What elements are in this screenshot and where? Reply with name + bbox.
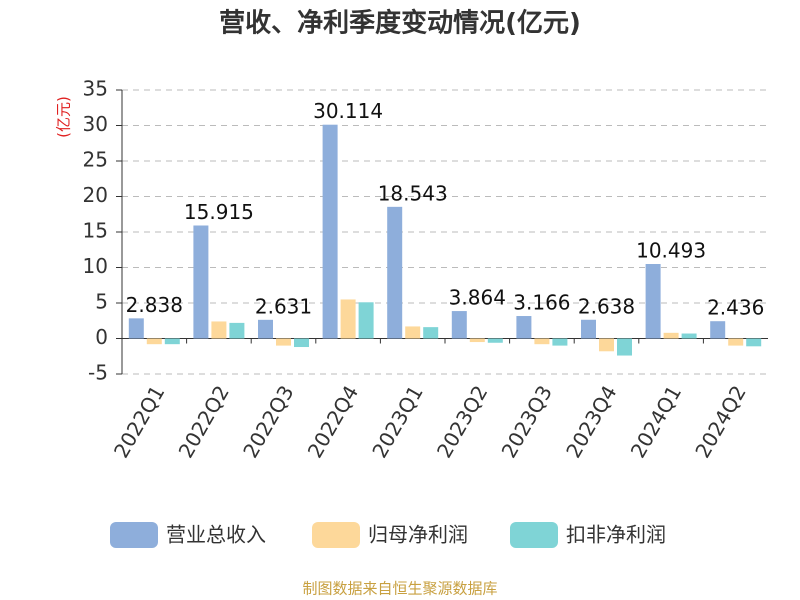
- x-tick-label: 2022Q3: [238, 381, 298, 462]
- data-label: 3.166: [513, 291, 570, 315]
- bar: [581, 319, 596, 339]
- bar: [146, 338, 162, 345]
- bar: [294, 338, 309, 348]
- bar: [645, 263, 661, 339]
- x-tick-label: 2023Q4: [561, 381, 621, 462]
- x-tick-label: 2022Q1: [109, 381, 169, 462]
- data-label: 10.493: [636, 238, 706, 262]
- data-label: 15.915: [184, 200, 254, 224]
- bar: [663, 332, 679, 339]
- bar: [681, 333, 697, 339]
- y-tick-label: 10: [83, 254, 108, 278]
- bar: [451, 311, 467, 339]
- bar: [710, 321, 726, 339]
- bar: [340, 299, 356, 339]
- data-label: 18.543: [378, 181, 448, 205]
- bar: [552, 338, 568, 346]
- y-tick-label: -5: [88, 361, 108, 385]
- x-tick-label: 2022Q2: [174, 381, 234, 462]
- bar: [423, 327, 439, 339]
- legend-label: 营业总收入: [166, 523, 266, 547]
- bar: [487, 338, 503, 343]
- y-tick-label: 20: [83, 183, 108, 207]
- bar: [164, 338, 180, 345]
- x-tick-label: 2023Q3: [497, 381, 557, 462]
- bar: [128, 318, 144, 339]
- data-label: 30.114: [313, 99, 383, 123]
- legend-swatch: [510, 522, 558, 548]
- legend-label: 扣非净利润: [566, 523, 666, 547]
- bar: [211, 321, 227, 339]
- bar: [599, 338, 614, 352]
- bar: [229, 322, 245, 339]
- data-label: 2.838: [126, 293, 183, 317]
- bar: [469, 338, 485, 343]
- x-tick-label: 2024Q1: [626, 381, 686, 462]
- legend-swatch: [110, 522, 158, 548]
- data-label: 2.631: [255, 294, 312, 318]
- y-axis-label: (亿元): [55, 96, 73, 138]
- bar: [387, 206, 403, 339]
- y-tick-label: 30: [83, 112, 108, 136]
- x-tick-label: 2023Q2: [432, 381, 492, 462]
- bar: [322, 124, 338, 339]
- source-note: 制图数据来自恒生聚源数据库: [302, 580, 497, 598]
- y-tick-label: 25: [83, 148, 108, 172]
- y-tick-label: 0: [95, 325, 108, 349]
- x-tick-label: 2023Q1: [367, 381, 427, 462]
- y-tick-label: 15: [83, 219, 108, 243]
- bar: [258, 319, 273, 339]
- data-label: 3.864: [449, 286, 506, 310]
- bar: [193, 225, 209, 339]
- bar: [405, 326, 421, 339]
- data-label: 2.638: [578, 294, 635, 318]
- bar: [746, 338, 762, 347]
- legend-swatch: [312, 522, 360, 548]
- y-tick-label: 35: [83, 77, 108, 101]
- bar: [516, 316, 532, 339]
- chart-title: 营收、净利季度变动情况(亿元): [219, 8, 581, 39]
- bar: [534, 338, 550, 345]
- bar: [728, 338, 744, 346]
- y-tick-label: 5: [95, 290, 108, 314]
- data-label: 2.436: [707, 296, 764, 320]
- x-tick-label: 2022Q4: [303, 381, 363, 462]
- legend-label: 归母净利润: [368, 523, 468, 547]
- bar: [617, 338, 632, 356]
- x-tick-label: 2024Q2: [690, 381, 750, 462]
- bar: [276, 338, 291, 346]
- bar: [358, 302, 374, 339]
